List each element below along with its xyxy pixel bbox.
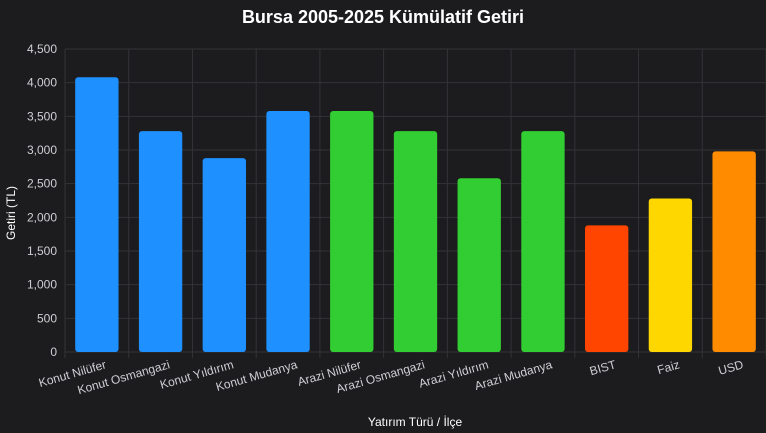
bar[interactable]: [202, 158, 246, 352]
bar[interactable]: [648, 198, 693, 352]
x-tick-label: BIST: [588, 357, 618, 378]
x-tick-label: Faiz: [656, 357, 682, 377]
y-tick-label: 3,000: [27, 143, 57, 157]
bar[interactable]: [712, 151, 756, 352]
bar[interactable]: [521, 131, 565, 352]
bar[interactable]: [393, 131, 438, 352]
bar[interactable]: [266, 110, 310, 353]
bar[interactable]: [138, 131, 183, 352]
bars: [75, 77, 756, 353]
bar[interactable]: [75, 77, 119, 352]
y-axis-ticks: 0 500 1,000 1,500 2,000 2,500 3,000 3,500 4,000 4…: [27, 42, 57, 359]
x-axis-title: Yatırım Türü / İlçe: [368, 415, 463, 429]
y-tick-label: 4,500: [27, 42, 57, 56]
bar[interactable]: [457, 178, 501, 352]
y-tick-label: 2,500: [27, 177, 57, 191]
y-tick-label: 3,500: [27, 109, 57, 123]
x-tick-label: USD: [717, 357, 746, 378]
bar[interactable]: [330, 110, 374, 353]
y-tick-label: 4,000: [27, 76, 57, 90]
y-tick-label: 2,000: [27, 210, 57, 224]
bar[interactable]: [585, 225, 629, 352]
y-tick-label: 1,000: [27, 278, 57, 292]
chart-title: Bursa 2005-2025 Kümülatif Getiri: [242, 7, 524, 27]
y-tick-label: 1,500: [27, 244, 57, 258]
y-tick-label: 0: [50, 345, 57, 359]
y-tick-label: 500: [37, 311, 57, 325]
y-axis-title: Getiri (TL): [4, 186, 18, 240]
